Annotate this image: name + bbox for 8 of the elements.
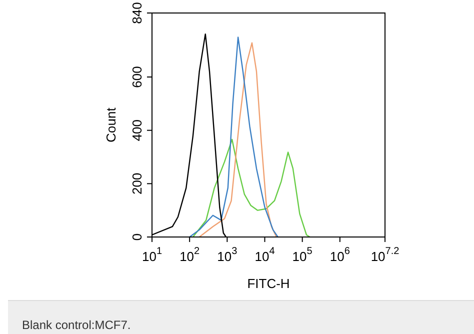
y-tick-label: 0 (130, 233, 145, 241)
y-tick-label: 200 (130, 172, 145, 195)
x-axis-title: FITC-H (247, 276, 290, 291)
y-tick-label: 400 (130, 119, 145, 142)
y-axis-title: Count (104, 107, 119, 142)
text: Blank control:MCF7. (22, 318, 131, 332)
y-tick-label: 600 (130, 66, 145, 88)
y-tick-label: 840 (130, 2, 145, 24)
